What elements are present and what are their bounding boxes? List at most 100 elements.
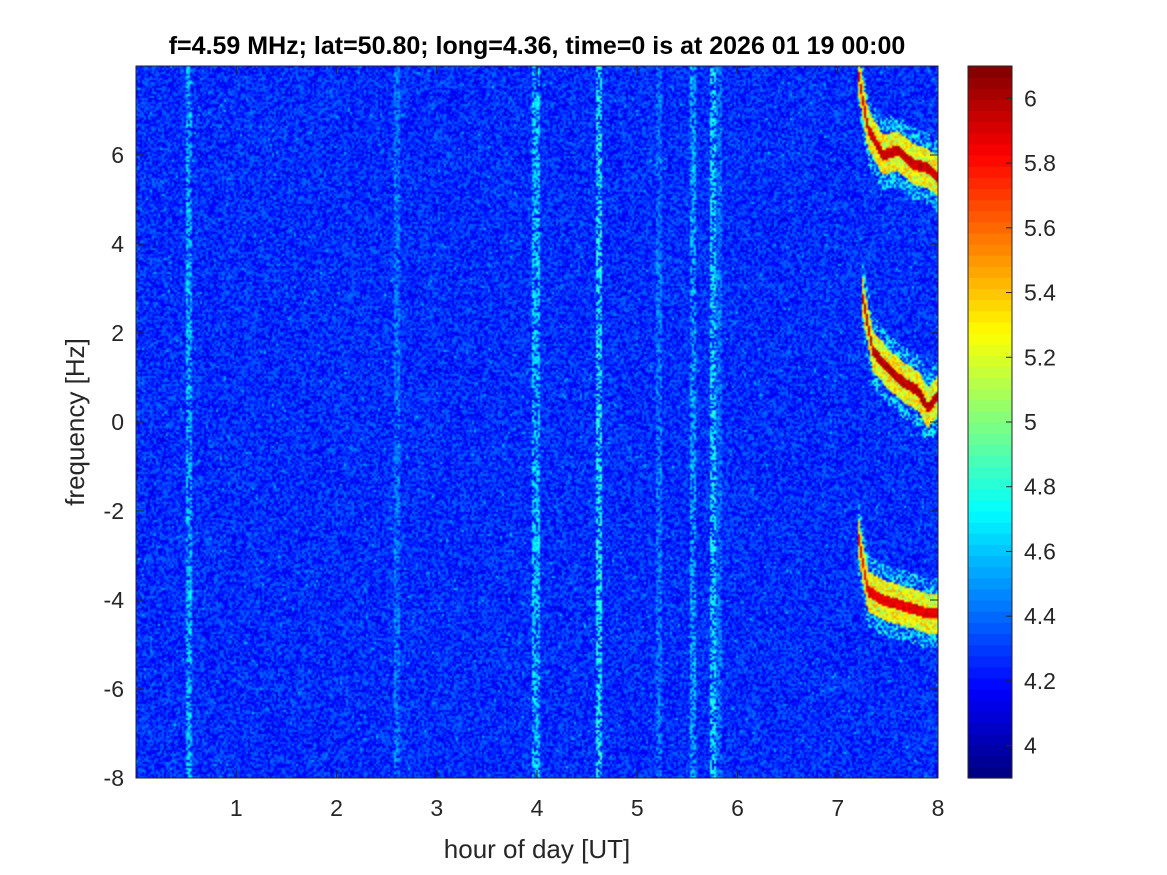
heatmap-image <box>136 66 938 778</box>
colorbar-tick-label: 5.4 <box>1024 280 1056 306</box>
y-tick-label: -4 <box>104 587 125 613</box>
colorbar-band <box>968 377 1012 390</box>
colorbar-band <box>968 155 1012 167</box>
colorbar-band <box>968 611 1012 623</box>
colorbar-band <box>968 733 1012 746</box>
colorbar-band <box>968 88 1012 100</box>
x-tick-label: 3 <box>430 795 443 821</box>
colorbar-band <box>968 499 1012 512</box>
colorbar-band <box>968 577 1012 590</box>
colorbar-tick-label: 4.4 <box>1024 603 1056 629</box>
colorbar-band <box>968 466 1012 479</box>
colorbar-band <box>968 277 1012 290</box>
colorbar-band <box>968 655 1012 668</box>
colorbar-band <box>968 388 1012 401</box>
colorbar-band <box>968 132 1012 145</box>
colorbar-band <box>968 188 1012 201</box>
colorbar-band <box>968 410 1012 423</box>
x-tick-label: 6 <box>731 795 744 821</box>
colorbar-band <box>968 689 1012 701</box>
colorbar-band <box>968 221 1012 234</box>
colorbar-band <box>968 199 1012 212</box>
x-tick-label: 2 <box>330 795 343 821</box>
colorbar-band <box>968 121 1012 134</box>
colorbar-band <box>968 321 1012 334</box>
x-tick-label: 4 <box>531 795 544 821</box>
colorbar-band <box>968 488 1012 501</box>
colorbar-band <box>968 310 1012 323</box>
colorbar-band <box>968 399 1012 412</box>
x-tick-label: 5 <box>631 795 644 821</box>
colorbar-tick-label: 4.8 <box>1024 474 1056 500</box>
colorbar-band <box>968 622 1012 634</box>
y-tick-label: 2 <box>111 320 124 346</box>
colorbar-band <box>968 255 1012 267</box>
colorbar-tick-label: 4 <box>1024 733 1037 759</box>
colorbar-band <box>968 522 1012 534</box>
colorbar-band <box>968 644 1012 657</box>
y-axis-label: frequency [Hz] <box>60 338 90 506</box>
colorbar: 6 5.8 5.6 5.4 5.2 5 4.8 4.6 4.4 4.2 4 <box>967 65 1056 779</box>
colorbar-band <box>968 533 1012 545</box>
y-tick-label: -6 <box>104 676 124 702</box>
colorbar-band <box>968 477 1012 490</box>
colorbar-band <box>968 232 1012 245</box>
colorbar-tick-label: 5.2 <box>1024 344 1056 370</box>
colorbar-band <box>968 355 1012 367</box>
colorbar-band <box>968 755 1012 768</box>
colorbar-band <box>968 299 1012 312</box>
x-tick-label: 1 <box>230 795 243 821</box>
colorbar-band <box>968 266 1012 278</box>
y-tick-label: 4 <box>111 231 124 257</box>
colorbar-band <box>968 744 1012 757</box>
colorbar-band <box>968 444 1012 456</box>
plot-area <box>135 65 939 779</box>
colorbar-band <box>968 455 1012 468</box>
colorbar-band <box>968 366 1012 379</box>
x-tick-label: 7 <box>831 795 844 821</box>
colorbar-band <box>968 210 1012 223</box>
y-tick-label: -2 <box>104 498 124 524</box>
x-axis-ticks: 1 2 3 4 5 6 7 8 <box>230 66 945 821</box>
colorbar-band <box>968 166 1012 178</box>
colorbar-tick-label: 5 <box>1024 409 1037 435</box>
colorbar-tick-label: 5.8 <box>1024 150 1056 176</box>
colorbar-ticks: 6 5.8 5.6 5.4 5.2 5 4.8 4.6 4.4 4.2 4 <box>1006 85 1056 759</box>
colorbar-tick-label: 4.6 <box>1024 538 1056 564</box>
colorbar-band <box>968 588 1012 601</box>
colorbar-band <box>968 766 1012 779</box>
colorbar-band <box>968 677 1012 690</box>
colorbar-band <box>968 511 1012 523</box>
colorbar-band <box>968 711 1012 723</box>
colorbar-band <box>968 544 1012 557</box>
colorbar-band <box>968 555 1012 568</box>
colorbar-band <box>968 722 1012 735</box>
colorbar-band <box>968 288 1012 301</box>
colorbar-band <box>968 110 1012 123</box>
colorbar-tick-label: 4.2 <box>1024 668 1056 694</box>
colorbar-band <box>968 244 1012 256</box>
colorbar-tick-label: 5.6 <box>1024 215 1056 241</box>
colorbar-band <box>968 600 1012 612</box>
x-tick-label: 8 <box>932 795 945 821</box>
y-tick-label: 6 <box>111 142 124 168</box>
colorbar-band <box>968 66 1012 78</box>
colorbar-band <box>968 422 1012 434</box>
colorbar-tick-label: 6 <box>1024 85 1037 111</box>
y-axis-ticks: 6 4 2 0 -2 -4 -6 -8 <box>104 142 938 791</box>
colorbar-band <box>968 700 1012 712</box>
chart-title: f=4.59 MHz; lat=50.80; long=4.36, time=0… <box>169 32 906 60</box>
colorbar-band <box>968 99 1012 112</box>
colorbar-band <box>968 433 1012 445</box>
colorbar-band <box>968 344 1012 356</box>
y-tick-label: 0 <box>111 409 124 435</box>
colorbar-gradient <box>968 66 1012 779</box>
colorbar-band <box>968 666 1012 679</box>
colorbar-band <box>968 566 1012 579</box>
y-tick-label: -8 <box>104 765 124 791</box>
colorbar-band <box>968 177 1012 189</box>
colorbar-band <box>968 333 1012 345</box>
x-axis-label: hour of day [UT] <box>444 834 630 864</box>
colorbar-band <box>968 143 1012 156</box>
